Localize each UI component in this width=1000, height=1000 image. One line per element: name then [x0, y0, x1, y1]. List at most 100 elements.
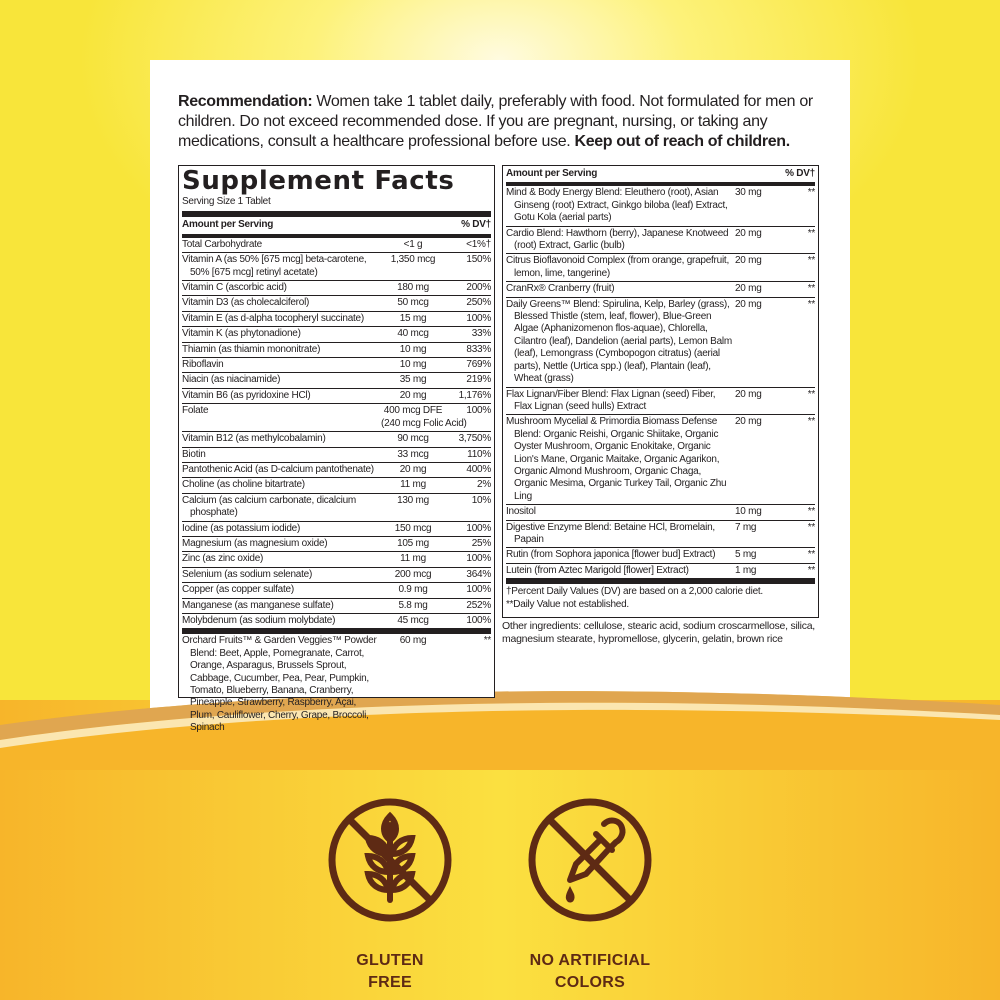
- nutrient-dv: <1%†: [466, 238, 491, 250]
- nutrient-dv: **: [807, 416, 816, 428]
- nutrient-name: Zinc (as zinc oxide): [182, 553, 264, 565]
- amount-value: 10 mg: [399, 343, 427, 355]
- amount-value: 150 mcg: [394, 522, 432, 534]
- nutrient-name: Vitamin A (as 50% [675 mcg] beta-caroten…: [182, 254, 367, 278]
- nutrient-amount: 10 mg: [381, 344, 445, 356]
- nutrient-name: Vitamin B12 (as methylcobalamin): [182, 433, 326, 445]
- nutrient-amount: 33 mcg: [381, 449, 445, 461]
- nutrient-row: Choline (as choline bitartrate) 11 mg 2%: [182, 478, 491, 494]
- amount-value: 45 mcg: [397, 614, 429, 626]
- nutrient-name: Selenium (as sodium selenate): [182, 568, 313, 580]
- nutrient-name: Vitamin B6 (as pyridoxine HCl): [182, 389, 311, 401]
- nutrient-row: Lutein (from Aztec Marigold [flower] Ext…: [506, 564, 815, 578]
- amount-value: 33 mcg: [397, 448, 429, 460]
- nutrient-amount: 40 mcg: [381, 328, 445, 340]
- nutrient-row: Iodine (as potassium iodide) 150 mcg 100%: [182, 522, 491, 537]
- nutrient-row: Vitamin C (ascorbic acid) 180 mg 200%: [182, 281, 491, 297]
- nutrient-row: Zinc (as zinc oxide) 11 mg 100%: [182, 552, 491, 568]
- recommendation-warning: Keep out of reach of children.: [574, 133, 790, 150]
- nutrient-amount: 10 mg: [735, 506, 787, 518]
- nutrient-dv: 3,750%: [458, 433, 492, 445]
- amount-value: 5 mg: [735, 549, 757, 561]
- nutrient-amount: 20 mg: [735, 299, 787, 386]
- nutrient-row: Niacin (as niacinamide) 35 mg 219%: [182, 373, 491, 389]
- amount-value: 130 mg: [397, 494, 429, 506]
- nutrient-amount: 180 mg: [381, 282, 445, 294]
- nutrient-row: Citrus Bioflavonoid Complex (from orange…: [506, 254, 815, 283]
- nutrient-name: Lutein (from Aztec Marigold [flower] Ext…: [506, 564, 689, 576]
- nutrient-dv: 33%: [471, 328, 492, 340]
- nutrient-row: Thiamin (as thiamin mononitrate) 10 mg 833…: [182, 343, 491, 359]
- amount-value: 400 mcg DFE: [383, 405, 443, 417]
- nutrient-dv: **: [807, 564, 816, 576]
- nutrient-amount: 5 mg: [735, 549, 787, 561]
- nutrient-name: Cardio Blend: Hawthorn (berry), Japanese…: [506, 227, 729, 252]
- amount-value: 15 mg: [399, 312, 427, 324]
- nutrient-amount: 1,350 mcg: [381, 254, 445, 279]
- nutrient-row: Vitamin A (as 50% [675 mcg] beta-caroten…: [182, 253, 491, 282]
- amount-value: 20 mg: [399, 463, 427, 475]
- badge-no-artificial-colors: NO ARTIFICIAL COLORS: [520, 790, 660, 994]
- nutrient-dv: **: [807, 227, 816, 239]
- nutrient-name: Copper (as copper sulfate): [182, 584, 294, 596]
- recommendation: Recommendation: Women take 1 tablet dail…: [178, 92, 818, 152]
- nutrient-row: Mushroom Mycelial & Primordia Biomass De…: [506, 415, 816, 506]
- nutrient-row: Vitamin K (as phytonadione) 40 mcg 33%: [182, 327, 492, 343]
- nutrient-amount: 5.8 mg: [381, 600, 445, 612]
- nutrient-row: Vitamin E (as d-alpha tocopheryl succina…: [182, 312, 491, 328]
- nutrient-dv: 833%: [466, 343, 491, 355]
- nutrient-amount: 11 mg: [381, 479, 445, 491]
- nutrient-dv: 100%: [466, 614, 491, 626]
- nutrient-row: Inositol 10 mg **: [506, 505, 816, 521]
- table-header: Amount per Serving % DV†: [182, 217, 491, 238]
- amount-value: 7 mg: [735, 521, 757, 533]
- nutrient-dv: **: [483, 635, 492, 647]
- amount-value: 10 mg: [399, 359, 427, 371]
- badge-label: GLUTEN: [356, 952, 424, 969]
- nutrient-amount: 20 mg: [381, 390, 445, 402]
- amount-value: 180 mg: [397, 282, 429, 294]
- nutrient-name: Citrus Bioflavonoid Complex (from orange…: [506, 255, 729, 279]
- nutrient-name: Total Carbohydrate: [182, 238, 262, 250]
- no-dropper-icon: [528, 798, 652, 922]
- amount-value: 0.9 mg: [398, 584, 428, 596]
- nutrient-amount: 0.9 mg: [381, 584, 445, 596]
- nutrient-amount: 20 mg: [735, 389, 787, 414]
- nutrient-amount: 105 mg: [381, 538, 445, 550]
- nutrient-amount: 20 mg: [735, 228, 787, 253]
- nutrient-dv: **: [807, 283, 816, 295]
- nutrient-row: Flax Lignan/Fiber Blend: Flax Lignan (se…: [506, 388, 815, 416]
- nutrient-amount: 15 mg: [381, 313, 445, 325]
- amount-value: 40 mcg: [397, 328, 429, 340]
- amount-value: 20 mg: [735, 227, 762, 239]
- nutrient-amount: 200 mcg: [381, 569, 445, 581]
- other-ingredients: Other ingredients: cellulose, stearic ac…: [502, 620, 815, 645]
- nutrient-name: Vitamin D3 (as cholecalciferol): [182, 297, 310, 309]
- nutrient-amount: 30 mg: [735, 187, 787, 224]
- nutrient-dv: 100%: [466, 584, 491, 596]
- nutrient-row: Digestive Enzyme Blend: Betaine HCl, Bro…: [506, 521, 815, 549]
- footnotes: †Percent Daily Values (DV) are based on …: [506, 584, 815, 613]
- nutrient-amount: 130 mg: [381, 495, 445, 520]
- amount-value: 1,350 mcg: [390, 254, 436, 266]
- nutrient-dv: **: [807, 187, 816, 199]
- nutrient-name: Vitamin K (as phytonadione): [182, 328, 301, 340]
- badge-label: NO ARTIFICIAL: [529, 952, 651, 969]
- nutrient-row: Rutin (from Sophora japonica [flower bud…: [506, 548, 815, 564]
- nutrient-amount: 1 mg: [735, 565, 787, 577]
- nutrient-name: Vitamin C (ascorbic acid): [182, 282, 287, 294]
- nutrient-dv: 150%: [466, 254, 491, 266]
- amount-value: 20 mg: [735, 283, 762, 295]
- nutrient-name: Calcium (as calcium carbonate, dicalcium…: [182, 494, 356, 519]
- amount-value: 20 mg: [735, 388, 762, 400]
- nutrient-name: Inositol: [506, 506, 536, 518]
- amount-value: 105 mg: [397, 537, 429, 549]
- nutrient-name: Molybdenum (as sodium molybdate): [182, 614, 336, 626]
- nutrient-dv: 364%: [466, 568, 491, 580]
- nutrient-dv: **: [807, 506, 816, 518]
- nutrient-amount: <1 g: [381, 239, 445, 251]
- amount-value: <1 g: [403, 238, 423, 250]
- nutrient-amount: 20 mg: [735, 416, 787, 503]
- footnote-dv: †Percent Daily Values (DV) are based on …: [506, 586, 763, 598]
- nutrient-row: Vitamin D3 (as cholecalciferol) 50 mcg 250…: [182, 296, 491, 312]
